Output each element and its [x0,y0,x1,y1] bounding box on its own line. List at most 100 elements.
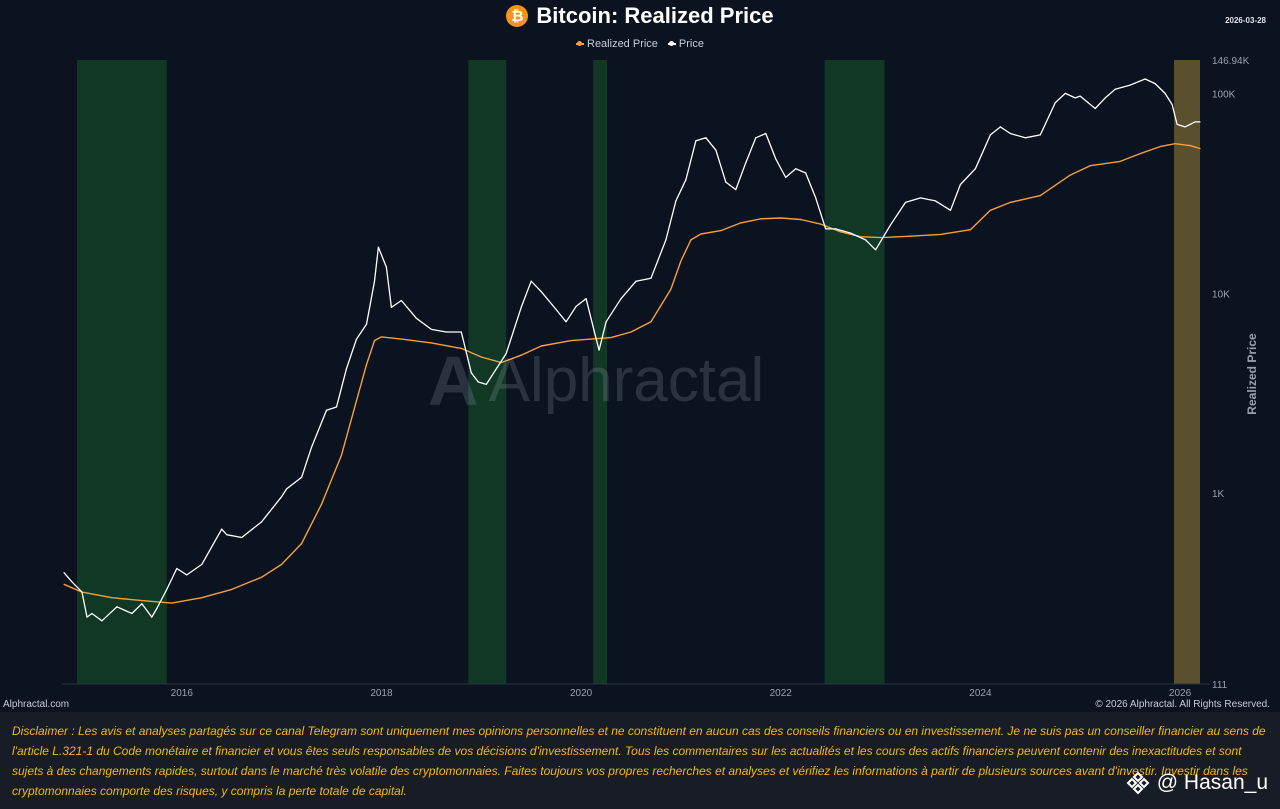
price-point [735,189,737,191]
realized-price-point [780,217,782,219]
price-point [775,158,777,160]
legend-label: Price [678,38,704,50]
price-point [101,620,103,622]
price-point [530,280,532,282]
price-point [520,306,522,309]
price-point [151,616,153,618]
price-point [345,367,348,370]
x-tick-label: 2016 [171,688,194,699]
legend-item-price[interactable]: Price [667,38,704,50]
realized-price-point [355,400,358,402]
realized-price-point [630,331,632,333]
disclaimer-text: Disclaimer : Les avis et analyses partag… [12,724,1266,798]
watermark: A Alphractal [428,346,764,416]
realized-price-point [800,218,802,221]
legend-swatch-icon [576,41,584,46]
price-point [565,321,567,323]
price-point [605,321,607,323]
realized-price-point [520,354,522,356]
x-tick-label: 2026 [1169,688,1192,699]
price-point [555,308,557,311]
legend-item-realized-price[interactable]: Realized Price [576,38,658,50]
realized-price-point [500,362,502,364]
legend-swatch-icon [667,41,676,46]
site-credit[interactable]: Alphractal.com [3,699,70,710]
price-point [310,446,313,448]
realized-price-point [740,222,742,224]
price-point [675,200,677,202]
price-point [445,331,447,333]
y-tick-label: 10K [1212,289,1230,300]
price-point [485,383,487,386]
highlight-band [76,60,167,684]
price-point [815,197,817,199]
binance-logo-icon [1126,771,1150,795]
handle-text: @ Hasan_u [1156,771,1268,794]
author-handle: @ Hasan_u [1125,770,1268,796]
realized-price-point [1189,145,1191,147]
realized-price-point [680,260,682,262]
price-point [166,588,168,591]
price-point [415,317,417,319]
price-point [949,209,952,211]
realized-price-point [1039,195,1041,197]
price-point [755,137,757,139]
price-point [186,574,188,576]
realized-price-point [1139,152,1141,155]
price-point [999,126,1001,128]
price-point [241,536,243,539]
price-point [715,149,717,151]
y-axis-title: Realized Price [1245,333,1259,415]
price-point [620,298,622,300]
realized-price-point [1089,165,1091,167]
price-point [201,563,203,566]
realized-price-point [939,233,942,236]
realized-price-point [281,563,283,566]
price-point [365,323,368,325]
chart-title: Bitcoin: Realized Price [536,3,774,28]
realized-price-point [690,239,692,241]
highlight-band [1174,60,1201,684]
x-tick-label: 2022 [770,688,793,699]
price-point [1024,137,1026,139]
price-point [540,290,542,293]
realized-price-point [373,339,376,342]
price-point [725,181,727,183]
price-point [1009,132,1011,135]
price-point [355,338,358,340]
realized-price-point [460,347,462,350]
realized-price-point [480,356,482,358]
price-point [1104,97,1106,99]
price-point [745,162,747,164]
realized-price-point [610,337,612,339]
price-point [785,176,787,179]
price-point [919,197,922,199]
price-point [795,168,797,170]
price-point [1094,107,1096,110]
price-point [765,132,767,135]
price-point [593,330,595,332]
price-point [91,612,93,615]
price-point [460,331,462,333]
realized-price-point [760,218,762,220]
realized-price-point [1159,145,1161,148]
chart-date: 2026-03-28 [1225,16,1266,25]
price-point [373,280,376,282]
price-point [1194,121,1196,123]
price-point [1079,95,1081,97]
realized-price-point [430,342,432,344]
price-point [156,607,158,610]
price-point [874,249,877,251]
price-point [505,352,507,355]
price-point [335,406,338,408]
realized-price-point [969,229,972,231]
realized-price-point [231,588,233,591]
realized-price-point [1009,201,1011,203]
price-point [959,183,962,186]
price-point [470,372,472,374]
price-point [825,228,827,230]
price-point [1039,134,1041,136]
bitcoin-icon: ₿ [506,5,529,27]
y-tick-label: 111 [1212,680,1228,691]
realized-price-point [171,602,173,604]
